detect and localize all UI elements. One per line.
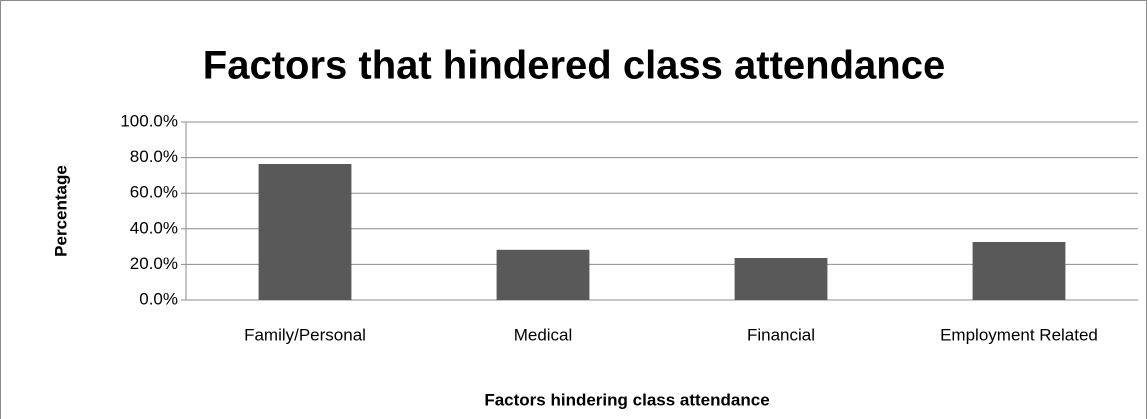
y-tick-label: 80.0% — [130, 147, 178, 166]
x-axis-title: Factors hindering class attendance — [484, 390, 769, 409]
y-tick-label: 60.0% — [130, 183, 178, 202]
y-axis-title: Percentage — [51, 165, 70, 257]
bar — [734, 257, 828, 300]
x-tick-label: Medical — [514, 325, 573, 344]
bar — [972, 241, 1066, 300]
x-tick-label: Financial — [747, 325, 815, 344]
bar — [258, 164, 352, 300]
x-tick-label: Family/Personal — [244, 325, 366, 344]
y-tick-label: 100.0% — [120, 111, 178, 130]
x-tick-label: Employment Related — [940, 325, 1098, 344]
y-tick-label: 20.0% — [130, 254, 178, 273]
y-tick-label: 40.0% — [130, 218, 178, 237]
y-tick-label: 0.0% — [139, 289, 178, 308]
bar — [496, 249, 590, 300]
chart-title: Factors that hindered class attendance — [203, 44, 945, 88]
